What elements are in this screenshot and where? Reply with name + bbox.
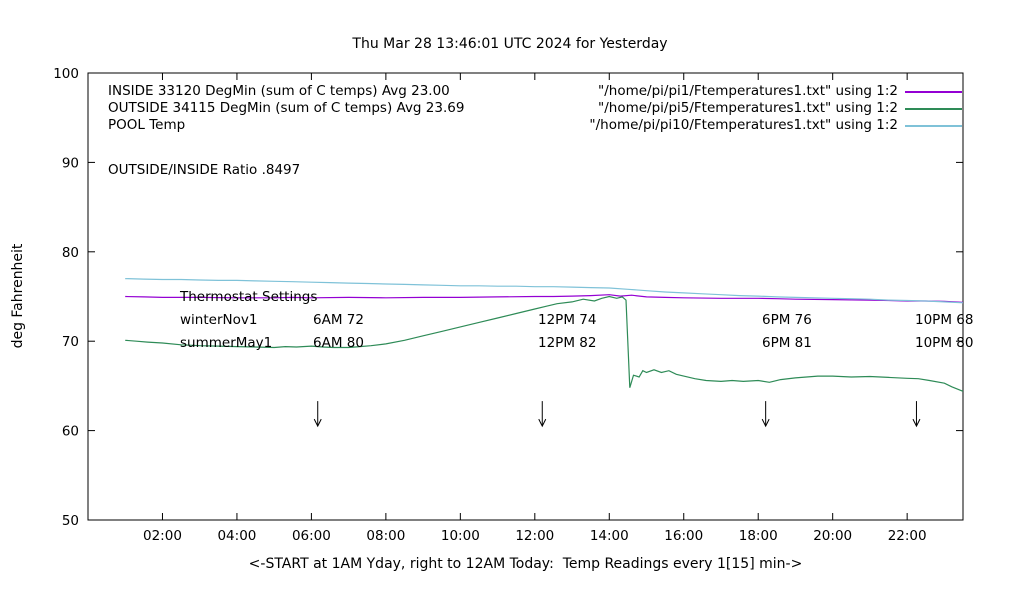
series-line-pool	[125, 278, 964, 304]
threshold-arrow-head	[912, 418, 921, 428]
x-tick-label: 10:00	[441, 528, 480, 544]
y-axis-label: deg Fahrenheit	[10, 243, 26, 349]
x-tick-label: 16:00	[664, 528, 703, 544]
x-axis-label: <-START at 1AM Yday, right to 12AM Today…	[248, 556, 803, 572]
threshold-arrow-head	[313, 418, 322, 428]
legend-row: POOL Temp "/home/pi/pi10/Ftemperatures1.t…	[0, 117, 1020, 134]
x-tick-label: 02:00	[143, 528, 182, 544]
x-tick-label: 08:00	[366, 528, 405, 544]
x-tick-label: 18:00	[739, 528, 778, 544]
ratio-annotation: OUTSIDE/INSIDE Ratio .8497	[108, 162, 301, 178]
x-tick-label: 12:00	[515, 528, 554, 544]
y-tick-label: 50	[62, 513, 79, 529]
legend-line-sample	[905, 125, 962, 127]
thermostat-settings-heading: Thermostat Settings	[180, 289, 318, 305]
thermostat-setting: 12PM 74	[538, 312, 597, 328]
legend-series-label: INSIDE 33120 DegMin (sum of C temps) Avg…	[108, 83, 450, 99]
x-tick-label: 22:00	[888, 528, 927, 544]
threshold-arrow-head	[761, 418, 770, 428]
y-tick-label: 80	[62, 245, 79, 261]
legend-row: INSIDE 33120 DegMin (sum of C temps) Avg…	[0, 83, 1020, 100]
legend-file-path: "/home/pi/pi1/Ftemperatures1.txt" using …	[598, 83, 898, 99]
thermostat-setting: 6AM 80	[313, 335, 364, 351]
legend-file-path: "/home/pi/pi5/Ftemperatures1.txt" using …	[598, 100, 898, 116]
thermostat-setting: 10PM 80	[915, 335, 974, 351]
thermostat-setting: 6PM 76	[762, 312, 812, 328]
legend-line-sample	[905, 91, 962, 93]
thermostat-setting: 12PM 82	[538, 335, 597, 351]
legend-row: OUTSIDE 34115 DegMin (sum of C temps) Av…	[0, 100, 1020, 117]
x-tick-label: 20:00	[813, 528, 852, 544]
thermostat-season-name: summerMay1	[180, 335, 273, 351]
y-tick-label: 100	[53, 66, 79, 82]
y-tick-label: 70	[62, 334, 79, 350]
series-line-inside	[125, 294, 964, 303]
x-tick-label: 04:00	[217, 528, 256, 544]
chart-title: Thu Mar 28 13:46:01 UTC 2024 for Yesterd…	[352, 36, 668, 52]
series-line-outside	[125, 295, 964, 392]
y-tick-label: 60	[62, 424, 79, 440]
legend-file-path: "/home/pi/pi10/Ftemperatures1.txt" using…	[589, 117, 898, 133]
thermostat-setting: 6AM 72	[313, 312, 364, 328]
thermostat-season-name: winterNov1	[180, 312, 258, 328]
x-tick-label: 14:00	[590, 528, 629, 544]
legend-line-sample	[905, 108, 962, 110]
legend-series-label: OUTSIDE 34115 DegMin (sum of C temps) Av…	[108, 100, 465, 116]
legend-series-label: POOL Temp	[108, 117, 186, 133]
threshold-arrow-head	[538, 418, 547, 428]
y-tick-label: 90	[62, 155, 79, 171]
plot-frame	[87, 72, 964, 521]
x-tick-label: 06:00	[292, 528, 331, 544]
thermostat-setting: 10PM 68	[915, 312, 974, 328]
thermostat-setting: 6PM 81	[762, 335, 812, 351]
